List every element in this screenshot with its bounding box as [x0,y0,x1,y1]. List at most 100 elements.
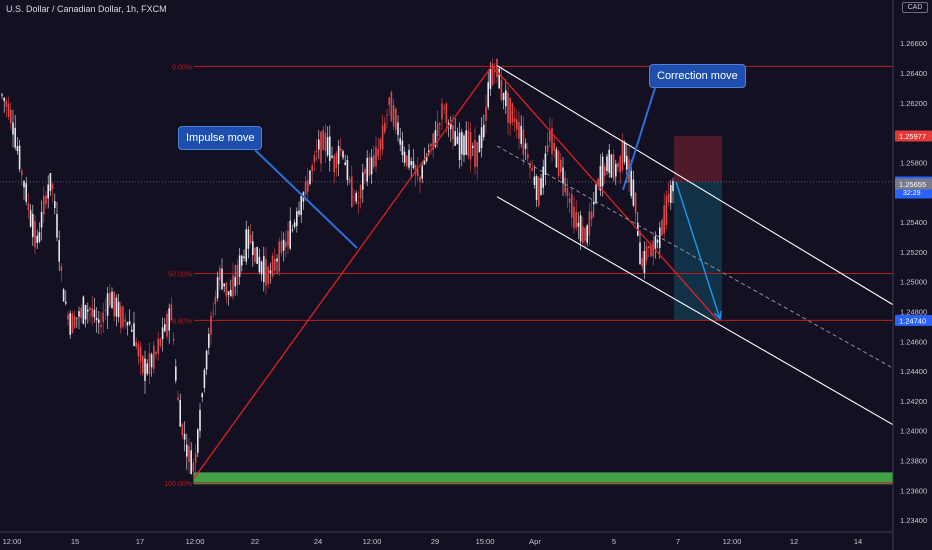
candle-body [555,149,558,168]
candle-body [410,161,412,166]
candle-body [571,193,573,218]
correction-trendline[interactable] [491,65,719,321]
candle-body [403,151,406,163]
price-tag-countdown: 32:29 [903,190,921,197]
candle-body [533,176,536,185]
candle-body [601,156,604,187]
candle-body [12,122,14,135]
candle-body [665,195,668,226]
time-tick-label: Apr [529,537,541,546]
candle-body [197,429,199,453]
candle-body [443,107,445,109]
time-axis[interactable]: 12:00 15 17 12:00 22 24 12:00 29 15:00 Apr 5 7 12:00… [0,531,893,546]
candle-body [452,125,454,140]
candle-body [10,109,12,124]
price-tag-entry[interactable] [895,178,932,190]
candle-body [148,353,151,375]
candle-body [47,184,49,199]
price-tag-stop[interactable] [895,314,932,326]
candle-body [529,162,531,168]
impulse-annotation[interactable]: Impulse move [178,126,263,150]
candle-body [648,246,650,249]
correction-annotation-text: Correction move [657,70,738,82]
candle-body [214,296,217,304]
candle-body [32,213,34,238]
candle-body [153,345,155,370]
candle-body [612,154,615,180]
candle-body [436,123,439,137]
candle-body [351,176,353,207]
candle-body [593,201,595,205]
candle-body [155,351,157,355]
price-axis[interactable]: 1.266001.264001.262001.260001.258001.256… [892,0,932,550]
candle-body [509,97,511,125]
candle-body [568,198,571,203]
channel-upper-line[interactable] [496,65,894,306]
candle-body [76,317,78,319]
candle-body [221,268,223,290]
candle-body [454,131,456,146]
correction-callout-pointer [622,87,656,191]
candle-body [243,256,245,259]
candle-body [315,150,318,152]
candle-body [256,246,258,264]
candle-body [491,63,494,85]
candle-body [120,306,122,328]
candle-body [263,256,265,283]
channel-lower-line[interactable] [496,196,894,426]
candle-body [159,338,162,347]
candle-body [472,145,474,149]
candle-body [423,160,426,165]
candle-body [100,324,102,327]
candle-body [498,68,500,89]
candle-body [478,135,481,153]
candle-body [205,350,208,370]
currency-badge[interactable]: CAD [902,2,928,13]
candle-body [131,329,133,332]
candle-body [267,267,269,285]
candle-body [562,167,564,184]
impulse-trendline[interactable] [193,65,493,479]
price-tag-target[interactable] [895,130,932,142]
candle-body [23,181,25,188]
time-tick-label: 12:00 [363,537,382,546]
forecast-arrow[interactable] [675,181,721,320]
support-zone[interactable] [194,472,893,485]
candle-body [379,139,382,150]
candle-body [232,275,234,297]
profit-zone-box[interactable] [674,136,722,182]
candle-body [386,115,388,117]
candle-body [109,292,111,306]
candle-body [324,132,327,151]
candle-body [166,313,168,337]
impulse-annotation-text: Impulse move [186,132,255,144]
candle-body [632,179,635,206]
candle-body [652,240,654,257]
candle-body [227,291,230,295]
candle-body [474,139,476,168]
candle-body [586,225,588,243]
candle-body [458,132,461,161]
candle-body [489,69,492,89]
candle-body [573,206,575,229]
candle-body [540,178,542,196]
candle-body [337,145,340,165]
candle-body [370,157,373,175]
candle-body [516,119,518,130]
channel-mid-line[interactable] [496,145,894,369]
candle-body [124,319,126,322]
price-tick-label: 1.26600 [900,39,927,48]
candle-body [157,338,159,354]
candle-body [278,241,280,272]
candle-body [595,184,597,204]
correction-annotation[interactable]: Correction move [649,64,746,88]
candle-body [249,235,252,244]
candle-body [183,433,186,440]
candle-body [21,170,23,176]
candle-body [663,205,665,234]
price-tick-label: 1.26400 [900,69,927,78]
impulse-callout-pointer [254,149,358,249]
candle-body [36,235,38,244]
candle-body [175,366,177,381]
